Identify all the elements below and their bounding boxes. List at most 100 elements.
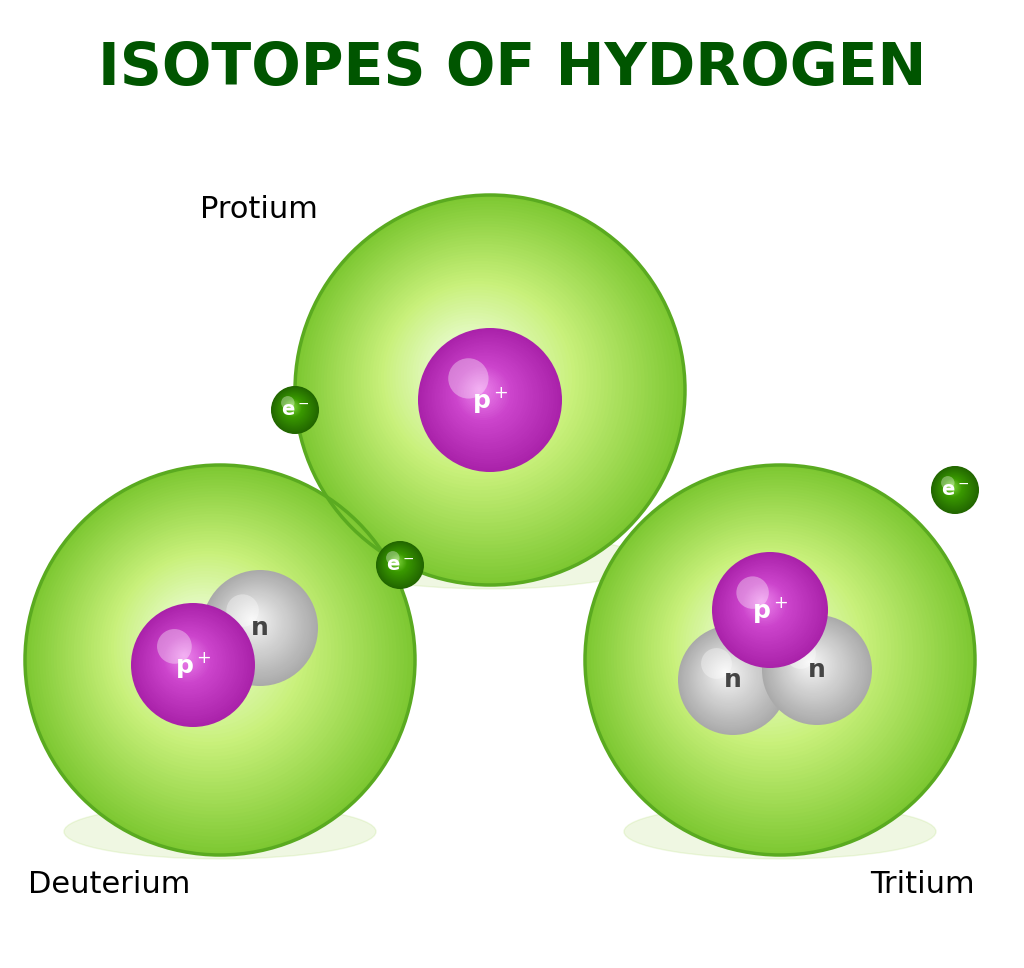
Circle shape xyxy=(692,639,769,716)
Circle shape xyxy=(742,583,786,626)
Circle shape xyxy=(400,301,550,450)
Circle shape xyxy=(639,520,906,786)
Circle shape xyxy=(937,472,971,505)
Circle shape xyxy=(303,203,674,574)
Circle shape xyxy=(721,560,816,656)
Circle shape xyxy=(441,351,531,441)
Circle shape xyxy=(344,244,624,523)
Circle shape xyxy=(746,587,781,621)
Circle shape xyxy=(741,582,788,628)
Circle shape xyxy=(696,577,834,713)
Circle shape xyxy=(223,590,290,657)
Circle shape xyxy=(99,539,321,760)
Circle shape xyxy=(791,643,835,687)
Circle shape xyxy=(241,608,266,634)
Circle shape xyxy=(605,485,949,830)
Circle shape xyxy=(935,469,974,509)
Circle shape xyxy=(154,625,224,697)
Circle shape xyxy=(125,565,288,728)
Circle shape xyxy=(415,316,532,432)
Circle shape xyxy=(719,666,732,680)
Circle shape xyxy=(466,376,498,408)
Circle shape xyxy=(135,607,250,722)
Circle shape xyxy=(349,250,615,516)
Circle shape xyxy=(944,479,962,497)
Circle shape xyxy=(708,654,749,695)
Circle shape xyxy=(157,596,248,687)
Circle shape xyxy=(346,247,620,520)
Circle shape xyxy=(395,560,397,562)
Circle shape xyxy=(745,586,783,623)
Circle shape xyxy=(206,574,313,681)
Circle shape xyxy=(943,478,963,498)
Circle shape xyxy=(680,627,784,732)
Circle shape xyxy=(776,629,853,706)
Circle shape xyxy=(160,599,244,684)
Circle shape xyxy=(691,638,771,717)
Circle shape xyxy=(708,588,818,699)
Circle shape xyxy=(321,221,652,552)
Circle shape xyxy=(803,656,817,670)
Circle shape xyxy=(131,571,281,720)
Circle shape xyxy=(79,520,346,786)
Ellipse shape xyxy=(63,804,376,859)
Circle shape xyxy=(134,574,276,716)
Circle shape xyxy=(168,640,205,677)
Text: n: n xyxy=(251,616,269,640)
Circle shape xyxy=(443,344,496,396)
Circle shape xyxy=(599,479,956,836)
Circle shape xyxy=(392,558,401,567)
Circle shape xyxy=(711,657,743,691)
Circle shape xyxy=(229,597,282,650)
Circle shape xyxy=(272,387,317,432)
Circle shape xyxy=(182,654,185,657)
Circle shape xyxy=(222,590,291,659)
Circle shape xyxy=(679,560,855,735)
Circle shape xyxy=(386,551,411,575)
Circle shape xyxy=(234,602,274,643)
Circle shape xyxy=(421,320,525,425)
Circle shape xyxy=(801,653,820,673)
Circle shape xyxy=(682,562,851,731)
Circle shape xyxy=(272,387,317,433)
Circle shape xyxy=(724,671,726,674)
Circle shape xyxy=(276,392,311,427)
Circle shape xyxy=(453,352,484,385)
Circle shape xyxy=(688,636,774,721)
Circle shape xyxy=(712,552,828,668)
Circle shape xyxy=(378,542,422,587)
Circle shape xyxy=(164,636,211,682)
Circle shape xyxy=(427,337,550,460)
Circle shape xyxy=(628,508,921,801)
Circle shape xyxy=(202,570,318,686)
Circle shape xyxy=(694,642,766,712)
Circle shape xyxy=(688,568,844,724)
Circle shape xyxy=(645,525,899,778)
Circle shape xyxy=(799,651,823,676)
Circle shape xyxy=(159,631,217,689)
Circle shape xyxy=(808,660,810,663)
Circle shape xyxy=(602,482,953,833)
Circle shape xyxy=(751,590,776,617)
Circle shape xyxy=(585,465,975,855)
Circle shape xyxy=(668,548,869,749)
Circle shape xyxy=(687,634,775,722)
Circle shape xyxy=(634,514,913,793)
Circle shape xyxy=(108,548,309,749)
Circle shape xyxy=(139,580,269,710)
Circle shape xyxy=(438,348,536,445)
Circle shape xyxy=(185,625,211,651)
Circle shape xyxy=(682,628,783,730)
Circle shape xyxy=(85,525,339,778)
Circle shape xyxy=(772,625,858,711)
Circle shape xyxy=(122,562,291,731)
Circle shape xyxy=(394,559,399,565)
Circle shape xyxy=(330,229,641,541)
Circle shape xyxy=(39,479,397,836)
Circle shape xyxy=(665,545,873,753)
Circle shape xyxy=(34,473,404,844)
Circle shape xyxy=(364,263,598,498)
Circle shape xyxy=(931,466,979,514)
Circle shape xyxy=(793,646,830,683)
Circle shape xyxy=(341,241,627,527)
